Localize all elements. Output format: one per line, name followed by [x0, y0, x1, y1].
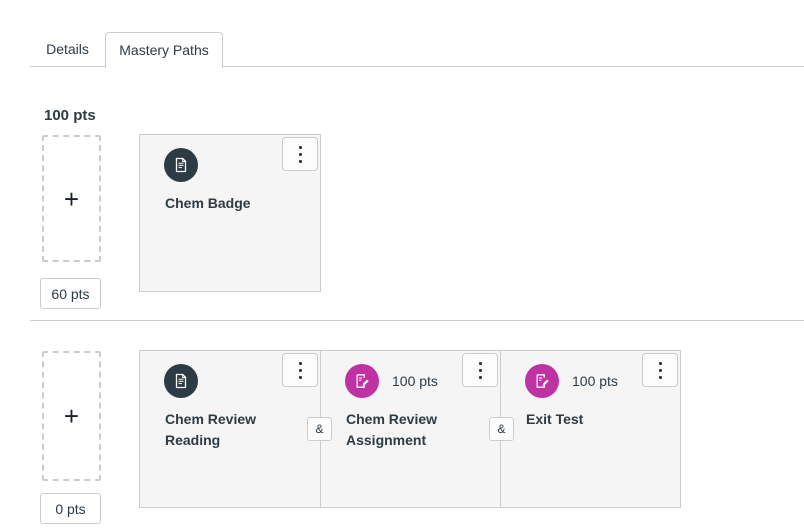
document-icon: [164, 148, 198, 182]
range-upper-bound-label: 100 pts: [44, 107, 96, 124]
document-icon: [164, 364, 198, 398]
card-header: 100 pts: [345, 364, 438, 398]
kebab-dot: [298, 375, 302, 379]
kebab-dot: [478, 368, 482, 372]
and-operator-button[interactable]: &: [307, 417, 332, 441]
kebab-dot: [658, 368, 662, 372]
card-points-label: 100 pts: [392, 373, 438, 389]
kebab-dot: [658, 361, 662, 365]
tab-mastery-paths[interactable]: Mastery Paths: [105, 32, 223, 68]
kebab-menu-button[interactable]: [282, 353, 318, 387]
card-title: Chem Review Reading: [165, 411, 257, 448]
kebab-dot: [478, 375, 482, 379]
kebab-dot: [298, 361, 302, 365]
assignment-card-group: Chem Review Reading 100 pts: [139, 350, 681, 508]
score-threshold-button-60[interactable]: 60 pts: [40, 278, 101, 309]
assignment-icon: [345, 364, 379, 398]
card-title: Chem Review Assignment: [346, 411, 438, 448]
assignment-card[interactable]: 100 pts Exit Test: [500, 351, 680, 507]
kebab-menu-button[interactable]: [642, 353, 678, 387]
score-threshold-button-0[interactable]: 0 pts: [40, 493, 101, 524]
assignment-card[interactable]: 100 pts Chem Review Assignment: [320, 351, 500, 507]
kebab-menu-button[interactable]: [282, 137, 318, 171]
kebab-dot: [298, 152, 302, 156]
add-assignment-button[interactable]: +: [42, 351, 101, 481]
kebab-dot: [298, 145, 302, 149]
plus-icon: +: [63, 183, 80, 214]
card-title: Chem Badge: [165, 195, 251, 211]
assignment-card-group: Chem Badge: [139, 134, 321, 292]
assignment-card[interactable]: Chem Badge: [140, 135, 320, 291]
add-assignment-button[interactable]: +: [42, 135, 101, 262]
tab-bar-divider: [30, 66, 804, 67]
kebab-dot: [298, 159, 302, 163]
card-header: [164, 364, 198, 398]
assignment-icon: [525, 364, 559, 398]
plus-icon: +: [63, 401, 80, 431]
card-points-label: 100 pts: [572, 373, 618, 389]
card-header: [164, 148, 198, 182]
kebab-dot: [298, 368, 302, 372]
and-operator-button[interactable]: &: [489, 417, 514, 441]
card-title: Exit Test: [526, 411, 584, 427]
assignment-card[interactable]: Chem Review Reading: [140, 351, 320, 507]
tab-details[interactable]: Details: [46, 41, 89, 57]
card-header: 100 pts: [525, 364, 618, 398]
kebab-dot: [478, 361, 482, 365]
kebab-menu-button[interactable]: [462, 353, 498, 387]
kebab-dot: [658, 375, 662, 379]
range-divider: [30, 320, 804, 321]
